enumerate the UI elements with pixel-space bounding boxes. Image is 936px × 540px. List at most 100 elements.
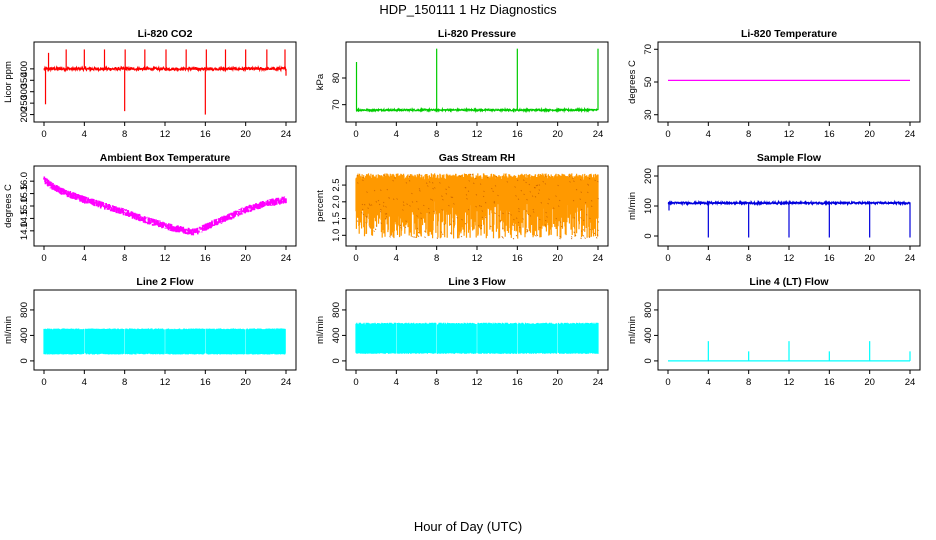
rh-ytick-label: 1.5 — [331, 212, 342, 225]
box_temp-ytick-label: 14.0 — [19, 222, 30, 241]
line4_flow-xtick-label: 16 — [824, 377, 835, 388]
box_temp-title: Ambient Box Temperature — [100, 152, 231, 164]
co2-xtick-label: 12 — [160, 129, 171, 140]
co2-xtick-label: 4 — [82, 129, 87, 140]
sample_flow-ytick-label: 100 — [643, 198, 654, 214]
line4_flow-spike — [828, 351, 830, 361]
line2_flow-band — [43, 328, 286, 355]
panel-pressure: Li-820 Pressure 0 4 8 12 16 20 24 70 80 kPa — [315, 28, 609, 140]
box_temp-ytick-label: 15.0 — [19, 197, 30, 216]
box_temp-ylabel: degrees C — [3, 184, 14, 228]
co2-ylabel: Licor ppm — [3, 61, 14, 103]
sample_flow-xtick-label: 16 — [824, 253, 835, 264]
line2_flow-ytick-label: 0 — [19, 358, 30, 363]
co2-spike — [284, 49, 286, 69]
box_temp-xtick-label: 0 — [41, 253, 46, 264]
sample_flow-xtick-label: 8 — [746, 253, 751, 264]
box_temp-xtick-label: 20 — [240, 253, 251, 264]
line4_flow-spike — [869, 341, 871, 361]
licor_temp-xtick-label: 4 — [706, 129, 711, 140]
pressure-xtick-label: 20 — [552, 129, 563, 140]
rh-xtick-label: 4 — [394, 253, 399, 264]
co2-spike — [124, 49, 126, 69]
line3_flow-ytick-label: 800 — [331, 302, 342, 318]
sample_flow-spike — [668, 203, 670, 211]
line3_flow-ytick-label: 400 — [331, 327, 342, 343]
co2-frame — [33, 41, 297, 123]
co2-spike — [165, 49, 167, 69]
co2-ytick-label: 200 — [19, 107, 30, 123]
licor_temp-ytick-label: 50 — [643, 77, 654, 88]
co2-spike — [266, 49, 268, 69]
sample_flow-spike — [909, 203, 911, 238]
co2-ytick-label: 350 — [19, 72, 30, 88]
line4_flow-xtick-label: 8 — [746, 377, 751, 388]
line3_flow-xtick-label: 20 — [552, 377, 563, 388]
panel-line2_flow: Line 2 Flow 0 4 8 12 16 20 24 0 400 800 ml/min — [3, 276, 297, 388]
line3_flow-title: Line 3 Flow — [448, 276, 506, 288]
panel-box_temp: Ambient Box Temperature 0 4 8 12 16 20 24 14.014… — [3, 152, 297, 264]
pressure-xtick-label: 24 — [593, 129, 604, 140]
licor_temp-xtick-label: 16 — [824, 129, 835, 140]
line3_flow-ylabel: ml/min — [315, 316, 326, 344]
co2-spike — [144, 49, 146, 69]
line2_flow-xtick-label: 4 — [82, 377, 87, 388]
panel-line4_flow: Line 4 (LT) Flow 0 4 8 12 16 20 24 0 400 800 ml/min — [627, 276, 921, 388]
box_temp-series — [43, 176, 287, 236]
line2_flow-xtick-label: 8 — [122, 377, 127, 388]
rh-series — [355, 173, 600, 240]
rh-band-texture — [356, 173, 600, 240]
line4_flow-ylabel: ml/min — [627, 316, 638, 344]
line4_flow-xtick-label: 24 — [905, 377, 916, 388]
sample_flow-xtick-label: 20 — [864, 253, 875, 264]
co2-line — [43, 64, 287, 73]
pressure-spike — [355, 62, 358, 110]
line4_flow-xtick-label: 20 — [864, 377, 875, 388]
co2-ytick-label: 300 — [19, 84, 30, 100]
box_temp-ytick-label: 14.5 — [19, 209, 30, 228]
line3_flow-ytick-label: 0 — [331, 358, 342, 363]
co2-spike — [205, 49, 207, 69]
line2_flow-ylabel: ml/min — [3, 316, 14, 344]
co2-xtick-label: 20 — [240, 129, 251, 140]
box_temp-ytick-label: 16.0 — [19, 172, 30, 191]
line4_flow-spike — [707, 341, 709, 361]
sample_flow-series — [667, 199, 911, 238]
box_temp-xtick-label: 4 — [82, 253, 87, 264]
line4_flow-xtick-label: 4 — [706, 377, 711, 388]
co2-xtick-label: 24 — [281, 129, 292, 140]
rh-ytick-label: 2.5 — [331, 178, 342, 191]
sample_flow-spike — [869, 203, 871, 238]
box_temp-xtick-label: 8 — [122, 253, 127, 264]
co2-ytick-label: 400 — [19, 61, 30, 77]
line4_flow-spike — [909, 351, 911, 361]
line2_flow-xtick-label: 24 — [281, 377, 292, 388]
line3_flow-xtick-label: 12 — [472, 377, 483, 388]
box_temp-xtick-label: 12 — [160, 253, 171, 264]
line2_flow-xtick-label: 12 — [160, 377, 171, 388]
sample_flow-line — [667, 199, 911, 207]
co2-spike — [245, 49, 247, 69]
line4_flow-xtick-label: 0 — [665, 377, 670, 388]
line2_flow-xtick-label: 20 — [240, 377, 251, 388]
line4_flow-spike — [788, 341, 790, 361]
licor_temp-xtick-label: 0 — [665, 129, 670, 140]
panel-rh: Gas Stream RH 0 4 8 12 16 20 24 1.0 1.5 2.0 2.5 perc… — [315, 152, 609, 264]
panel-sample_flow: Sample Flow 0 4 8 12 16 20 24 0 100 200 ml/min — [627, 152, 921, 264]
rh-xtick-label: 8 — [434, 253, 439, 264]
licor_temp-xtick-label: 24 — [905, 129, 916, 140]
licor_temp-ytick-label: 70 — [643, 44, 654, 55]
co2-spike — [224, 49, 227, 69]
sample_flow-xtick-label: 24 — [905, 253, 916, 264]
line3_flow-xtick-label: 8 — [434, 377, 439, 388]
line2_flow-ytick-label: 400 — [19, 327, 30, 343]
line4_flow-xtick-label: 12 — [784, 377, 795, 388]
pressure-xtick-label: 4 — [394, 129, 399, 140]
co2-xtick-label: 8 — [122, 129, 127, 140]
co2-spike — [285, 68, 287, 76]
co2-spike — [124, 68, 126, 112]
licor_temp-title: Li-820 Temperature — [741, 28, 837, 40]
co2-title: Li-820 CO2 — [138, 28, 193, 40]
